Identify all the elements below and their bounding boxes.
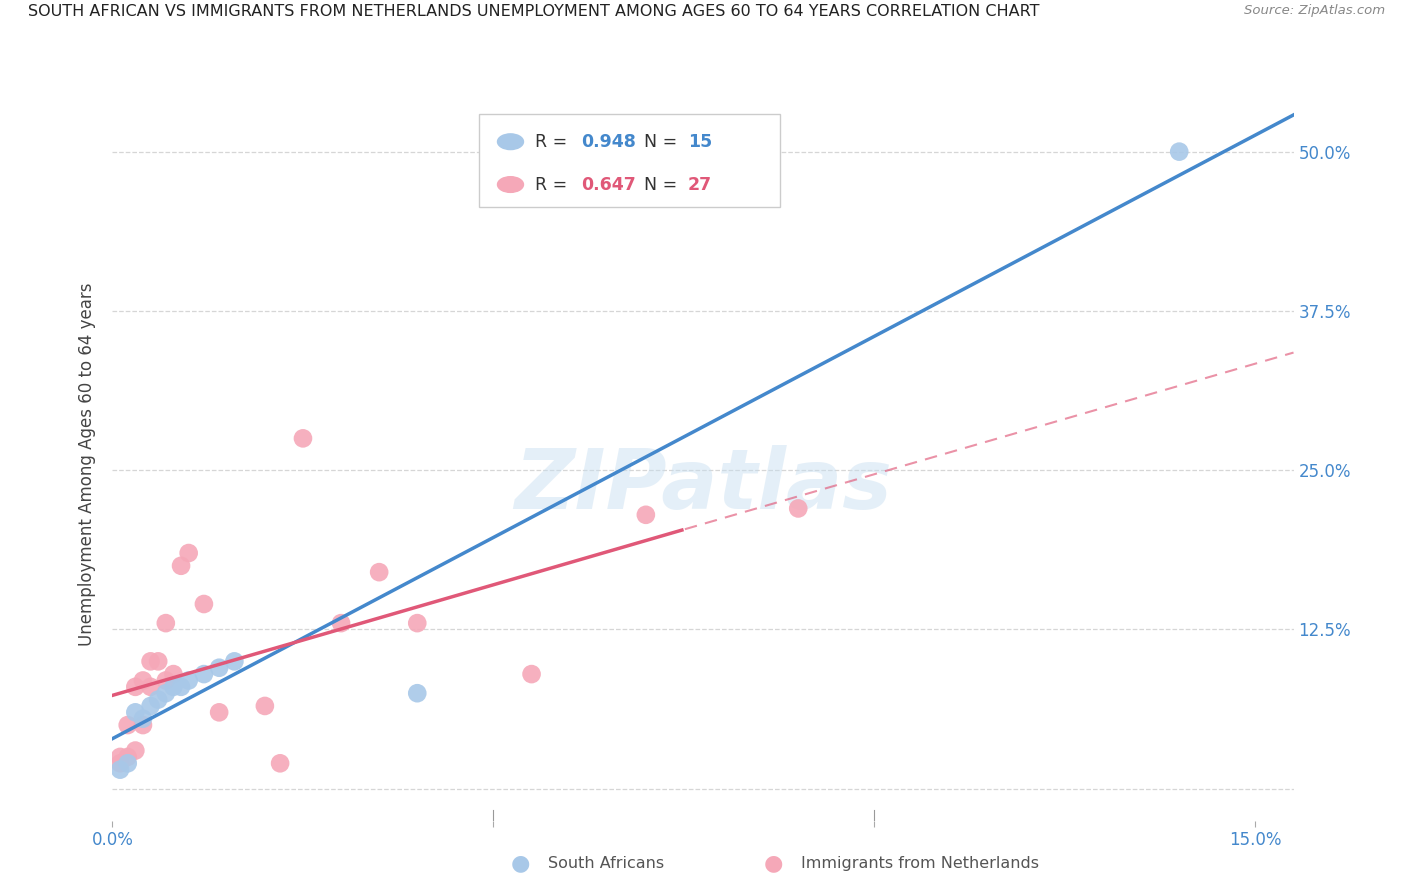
Point (155, 616, 177, 631)
Text: Source: ZipAtlas.com: Source: ZipAtlas.com (1244, 4, 1385, 18)
Point (177, 673, 200, 688)
Point (132, 718, 155, 732)
Circle shape (498, 134, 523, 150)
Point (406, 686, 429, 700)
Text: 0.948: 0.948 (581, 133, 637, 151)
Point (193, 667, 215, 681)
Text: 15: 15 (688, 133, 711, 151)
Point (177, 546, 200, 560)
Point (108, 756, 131, 771)
Point (208, 661, 231, 675)
Point (787, 501, 810, 516)
Point (124, 680, 146, 694)
FancyBboxPatch shape (478, 114, 780, 207)
Point (148, 692, 170, 706)
Text: Immigrants from Netherlands: Immigrants from Netherlands (801, 856, 1039, 871)
Point (253, 698, 276, 713)
Point (117, 756, 139, 771)
Circle shape (498, 177, 523, 193)
Point (132, 712, 155, 726)
Point (139, 680, 162, 694)
Point (193, 597, 215, 611)
Text: South Africans: South Africans (548, 856, 665, 871)
Point (148, 654, 170, 668)
Y-axis label: Unemployment Among Ages 60 to 64 years: Unemployment Among Ages 60 to 64 years (77, 282, 96, 646)
Point (520, 667, 543, 681)
Point (155, 673, 177, 688)
Point (170, 558, 193, 573)
Text: 0.647: 0.647 (581, 176, 636, 194)
Text: SOUTH AFRICAN VS IMMIGRANTS FROM NETHERLANDS UNEMPLOYMENT AMONG AGES 60 TO 64 YE: SOUTH AFRICAN VS IMMIGRANTS FROM NETHERL… (28, 4, 1039, 20)
Point (139, 698, 162, 713)
Point (170, 680, 193, 694)
Point (330, 616, 353, 631)
Point (634, 508, 657, 522)
Point (155, 686, 177, 700)
Text: R =: R = (536, 133, 574, 151)
Text: ●: ● (763, 854, 783, 873)
Point (162, 680, 184, 694)
Text: ZIPatlas: ZIPatlas (515, 445, 891, 525)
Point (291, 431, 314, 445)
Point (139, 654, 162, 668)
Point (124, 743, 146, 757)
Text: N =: N = (644, 133, 683, 151)
Point (368, 565, 391, 579)
Text: ●: ● (510, 854, 530, 873)
Point (1168, 145, 1191, 159)
Text: N =: N = (644, 176, 683, 194)
Point (208, 706, 231, 720)
Point (108, 763, 131, 777)
Point (117, 750, 139, 764)
Point (132, 673, 155, 688)
Point (162, 667, 184, 681)
Point (117, 718, 139, 732)
Point (108, 750, 131, 764)
Point (406, 616, 429, 631)
Text: 27: 27 (688, 176, 711, 194)
Point (224, 654, 246, 668)
Point (269, 756, 291, 771)
Text: R =: R = (536, 176, 574, 194)
Point (124, 706, 146, 720)
